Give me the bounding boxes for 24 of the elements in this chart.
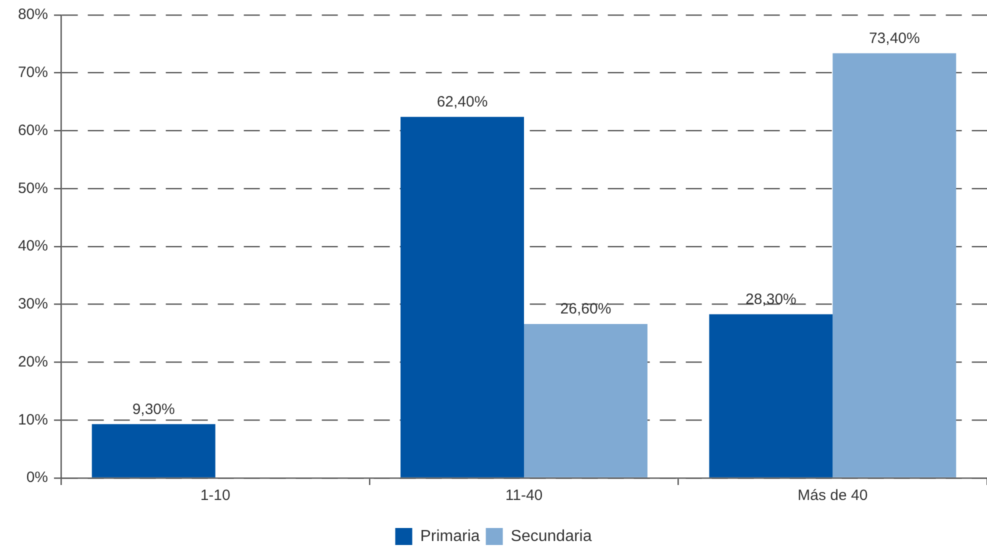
data-label: 9,30% bbox=[132, 400, 175, 418]
y-tick-label: 40% bbox=[18, 238, 48, 255]
x-tick-label: 11-40 bbox=[505, 487, 543, 504]
y-tick-label: 30% bbox=[18, 296, 48, 313]
data-label: 73,40% bbox=[868, 30, 920, 47]
legend-label: Secundaria bbox=[510, 528, 592, 545]
data-label: 26,60% bbox=[560, 300, 612, 318]
y-tick-label: 70% bbox=[18, 64, 48, 82]
data-label: 28,30% bbox=[745, 290, 796, 308]
y-tick-label: 50% bbox=[18, 180, 48, 197]
y-tick-label: 0% bbox=[26, 469, 48, 486]
bar bbox=[400, 116, 524, 478]
y-tick-label: 80% bbox=[18, 6, 48, 24]
data-label: 62,40% bbox=[436, 94, 488, 110]
legend-label: Primaria bbox=[420, 528, 480, 545]
y-tick-label: 20% bbox=[18, 353, 48, 370]
bar bbox=[709, 314, 833, 478]
y-tick-label: 60% bbox=[18, 122, 48, 139]
x-tick-label: 1-10 bbox=[200, 487, 230, 504]
bar bbox=[92, 424, 216, 478]
bar bbox=[524, 324, 648, 478]
bar bbox=[832, 53, 956, 478]
y-tick-label: 10% bbox=[18, 411, 48, 428]
x-tick-label: Más de 40 bbox=[798, 487, 868, 504]
